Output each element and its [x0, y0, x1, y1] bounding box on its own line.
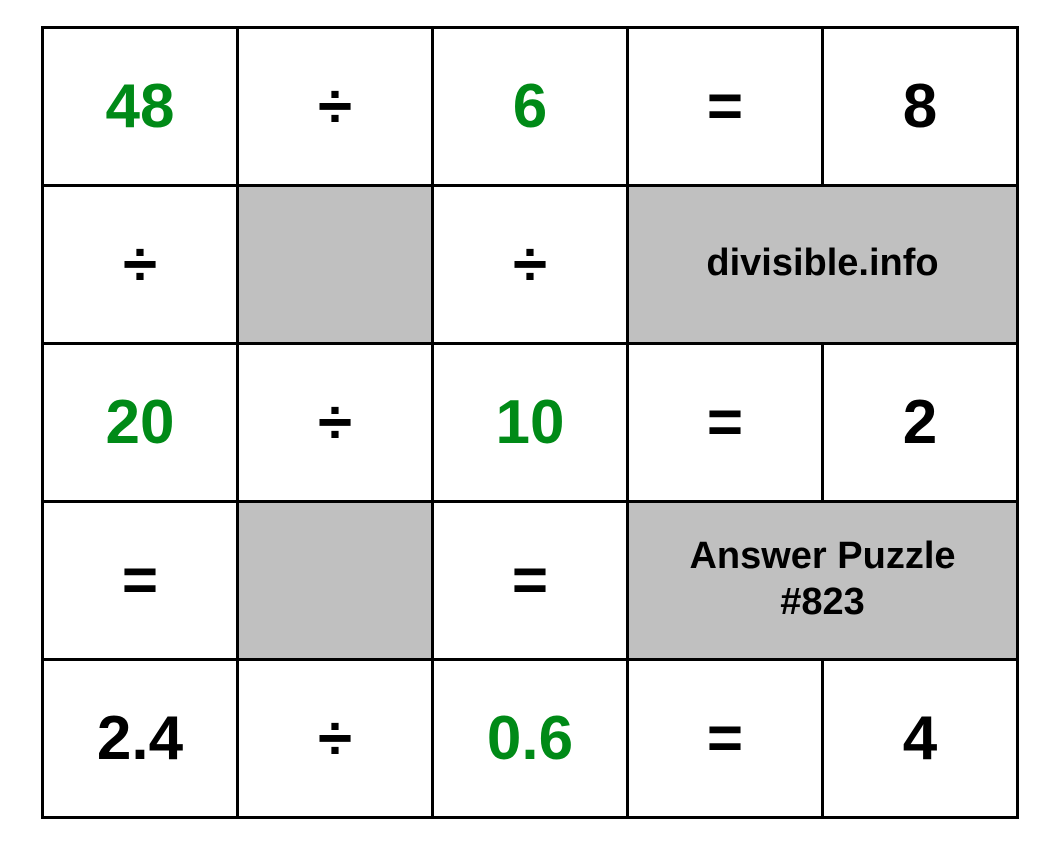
cell-site-label: divisible.info — [628, 185, 1018, 343]
cell-r2c1-divide: ÷ — [238, 343, 433, 501]
cell-r1c0-divide: ÷ — [43, 185, 238, 343]
puzzle-row-3: = = Answer Puzzle #823 — [43, 501, 1018, 659]
cell-r0c4: 8 — [823, 27, 1018, 185]
cell-r0c3-equals: = — [628, 27, 823, 185]
cell-r0c0: 48 — [43, 27, 238, 185]
cell-r4c4: 4 — [823, 659, 1018, 817]
cell-r4c2: 0.6 — [433, 659, 628, 817]
cell-r3c1-blank — [238, 501, 433, 659]
puzzle-row-1: ÷ ÷ divisible.info — [43, 185, 1018, 343]
cell-r3c2-equals: = — [433, 501, 628, 659]
cell-r2c3-equals: = — [628, 343, 823, 501]
cell-r0c1-divide: ÷ — [238, 27, 433, 185]
cell-r4c0: 2.4 — [43, 659, 238, 817]
cell-r4c1-divide: ÷ — [238, 659, 433, 817]
cell-r0c2: 6 — [433, 27, 628, 185]
cell-r2c2: 10 — [433, 343, 628, 501]
cell-r2c4: 2 — [823, 343, 1018, 501]
cell-answer-label: Answer Puzzle #823 — [628, 501, 1018, 659]
cell-r1c1-blank — [238, 185, 433, 343]
cell-r3c0-equals: = — [43, 501, 238, 659]
puzzle-row-4: 2.4 ÷ 0.6 = 4 — [43, 659, 1018, 817]
division-puzzle-grid: 48 ÷ 6 = 8 ÷ ÷ divisible.info 20 ÷ 10 = … — [41, 26, 1019, 819]
cell-r4c3-equals: = — [628, 659, 823, 817]
puzzle-row-0: 48 ÷ 6 = 8 — [43, 27, 1018, 185]
puzzle-row-2: 20 ÷ 10 = 2 — [43, 343, 1018, 501]
cell-r2c0: 20 — [43, 343, 238, 501]
cell-r1c2-divide: ÷ — [433, 185, 628, 343]
